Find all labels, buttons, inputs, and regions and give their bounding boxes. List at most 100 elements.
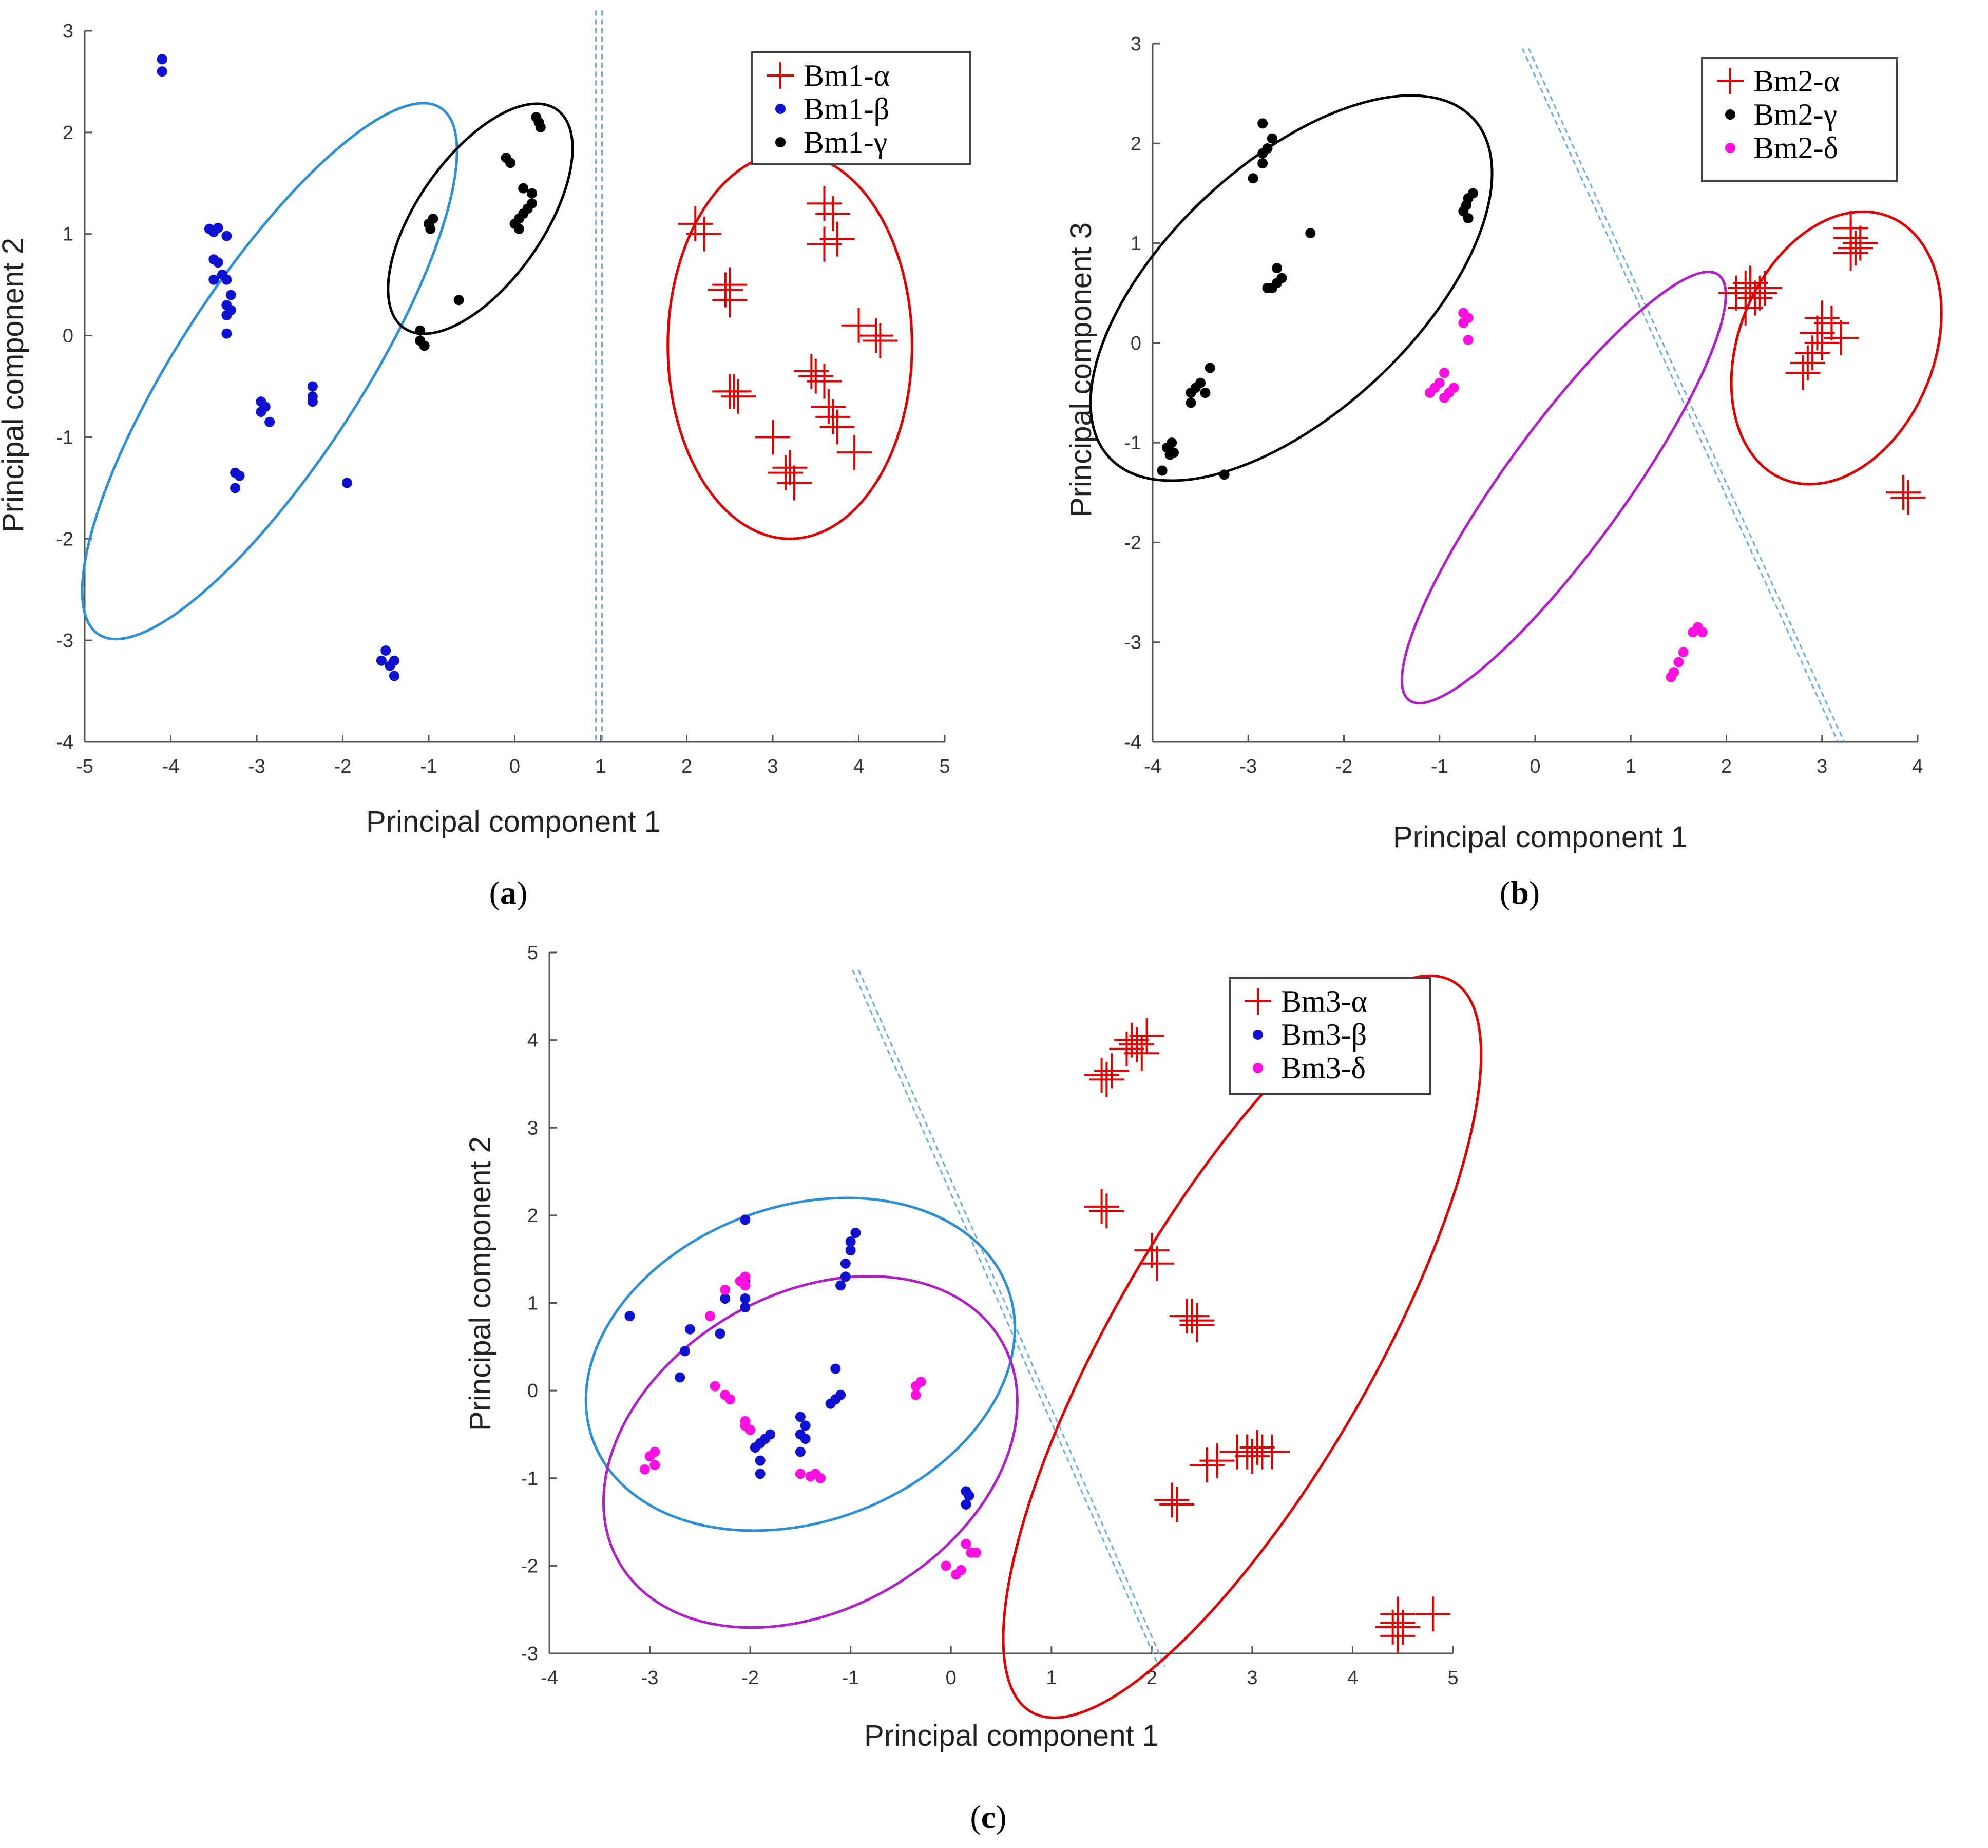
data-point-dot — [941, 1560, 951, 1571]
data-point-dot — [964, 1490, 974, 1501]
y-axis-label: Principal component 2 — [464, 1136, 497, 1431]
data-point-dot — [680, 1346, 690, 1357]
x-tick-label: 3 — [1247, 1667, 1257, 1689]
data-point-plus — [768, 455, 804, 490]
data-point-dot — [1439, 368, 1450, 378]
x-tick-label: -4 — [1144, 756, 1161, 777]
y-tick-label: 2 — [1131, 133, 1141, 155]
data-point-dot — [213, 222, 223, 233]
data-point-dot — [533, 117, 544, 128]
data-point-dot — [505, 158, 516, 168]
panel-caption: (b) — [1500, 874, 1540, 911]
legend-marker-dot — [775, 104, 786, 114]
data-point-dot — [624, 1311, 635, 1322]
data-point-plus — [1199, 1443, 1235, 1478]
data-point-dot — [715, 1328, 725, 1339]
data-point-dot — [795, 1446, 806, 1457]
data-point-plus — [1886, 475, 1921, 510]
data-point-dot — [1257, 148, 1268, 159]
legend-marker-plus — [1717, 68, 1744, 94]
x-tick-label: -3 — [1239, 756, 1257, 777]
x-tick-label: 4 — [853, 756, 864, 777]
data-point-dot — [649, 1446, 660, 1457]
data-point-plus — [815, 196, 851, 232]
y-tick-label: 1 — [1131, 233, 1141, 255]
legend-entry: Bm2-δ — [1753, 131, 1838, 165]
legend-box — [1701, 57, 1898, 182]
data-point-plus — [815, 399, 851, 434]
data-point-plus — [841, 308, 876, 343]
data-point-dot — [740, 1420, 751, 1431]
data-point-dot — [1673, 657, 1684, 668]
data-point-dot — [840, 1258, 851, 1269]
x-tick-label: 0 — [1530, 756, 1540, 777]
data-point-dot — [157, 66, 167, 77]
cluster-ellipse — [1400, 271, 1727, 705]
data-point-plus — [819, 221, 855, 257]
data-point-dot — [755, 1469, 766, 1479]
data-point-plus — [1119, 1027, 1154, 1062]
separator-line — [1522, 48, 1839, 742]
data-point-plus — [755, 420, 790, 455]
x-tick-label: 0 — [946, 1667, 957, 1689]
x-tick-label: 2 — [681, 756, 692, 777]
data-point-plus — [716, 374, 752, 409]
data-point-plus — [1824, 320, 1859, 356]
data-point-plus — [776, 465, 812, 501]
caption-open-paren: ( — [489, 874, 500, 911]
data-point-dot — [740, 1214, 751, 1225]
legend-marker-dot — [1253, 1063, 1263, 1073]
data-point-plus — [1234, 1439, 1270, 1474]
x-tick-label: -2 — [334, 756, 352, 777]
data-point-dot — [915, 1377, 926, 1387]
y-tick-label: -3 — [56, 630, 73, 652]
legend-entry: Bm1-γ — [804, 125, 887, 159]
legend-marker-dot — [1725, 143, 1735, 153]
y-tick-label: 1 — [527, 1293, 538, 1314]
data-point-dot — [649, 1460, 660, 1471]
data-point-dot — [961, 1499, 971, 1510]
legend-entry: Bm3-δ — [1281, 1051, 1366, 1085]
data-point-plus — [721, 379, 756, 414]
x-tick-label: 4 — [1912, 756, 1923, 777]
x-tick-label: -4 — [162, 756, 180, 777]
legend-entry: Bm1-β — [804, 92, 889, 126]
data-point-dot — [1272, 263, 1283, 274]
data-point-dot — [1697, 627, 1708, 638]
data-point-dot — [264, 416, 275, 427]
data-point-dot — [208, 274, 219, 285]
data-point-dot — [961, 1538, 971, 1549]
data-point-dot — [704, 1311, 715, 1322]
data-point-dot — [755, 1455, 766, 1466]
data-point-dot — [527, 198, 537, 209]
x-tick-label: 0 — [509, 756, 520, 777]
y-tick-label: 3 — [527, 1117, 538, 1139]
data-point-plus — [1154, 1482, 1190, 1518]
data-point-dot — [1666, 672, 1676, 682]
data-point-dot — [1267, 133, 1277, 144]
x-axis-label: Principal component 1 — [1393, 821, 1688, 854]
x-tick-label: 1 — [595, 756, 606, 777]
data-point-plus — [1733, 265, 1768, 301]
cluster-ellipse — [81, 102, 458, 641]
data-point-plus — [1089, 1193, 1124, 1229]
x-tick-label: 2 — [1721, 756, 1732, 777]
x-tick-label: -1 — [842, 1667, 859, 1689]
data-point-dot — [1219, 469, 1230, 480]
legend-box — [1229, 977, 1431, 1095]
data-point-dot — [234, 470, 245, 481]
cluster-ellipse — [584, 1196, 1017, 1532]
data-point-dot — [389, 655, 399, 666]
data-point-plus — [1785, 355, 1821, 391]
panel-b-scatter: -4 -3 -2 -1 0 1 2 3 4 -4 -3 -2 -1 0 1 2 3 Principal compo… — [1064, 33, 1943, 911]
data-point-dot — [453, 295, 464, 306]
data-point-dot — [740, 1293, 751, 1304]
caption-close-paren: ) — [517, 874, 527, 911]
data-point-dot — [675, 1372, 685, 1383]
cluster-ellipse — [387, 102, 574, 335]
y-tick-label: -2 — [56, 528, 73, 550]
data-point-dot — [513, 214, 524, 224]
y-tick-label: 3 — [1131, 33, 1141, 55]
data-point-dot — [795, 1412, 806, 1422]
